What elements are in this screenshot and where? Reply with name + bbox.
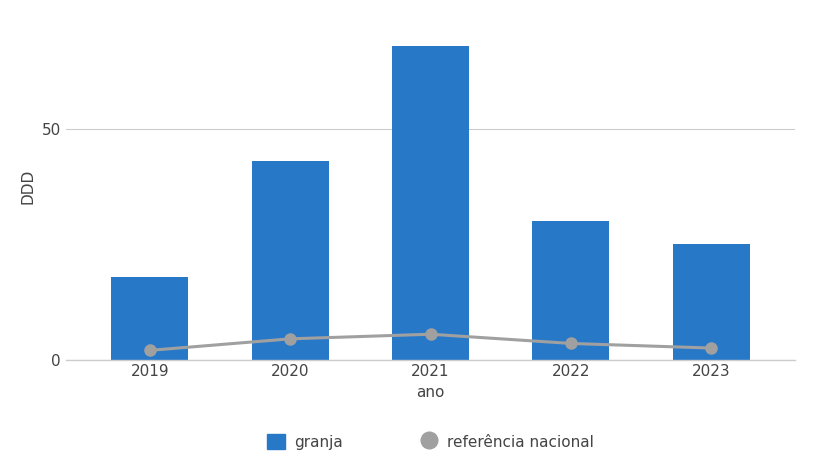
Bar bbox=[391, 46, 468, 360]
Bar bbox=[251, 161, 328, 360]
Legend: granja, referência nacional: granja, referência nacional bbox=[260, 427, 600, 455]
Bar bbox=[672, 244, 749, 360]
X-axis label: ano: ano bbox=[416, 385, 444, 400]
Bar bbox=[111, 277, 188, 360]
Y-axis label: DDD: DDD bbox=[21, 169, 36, 204]
Bar bbox=[532, 221, 609, 360]
